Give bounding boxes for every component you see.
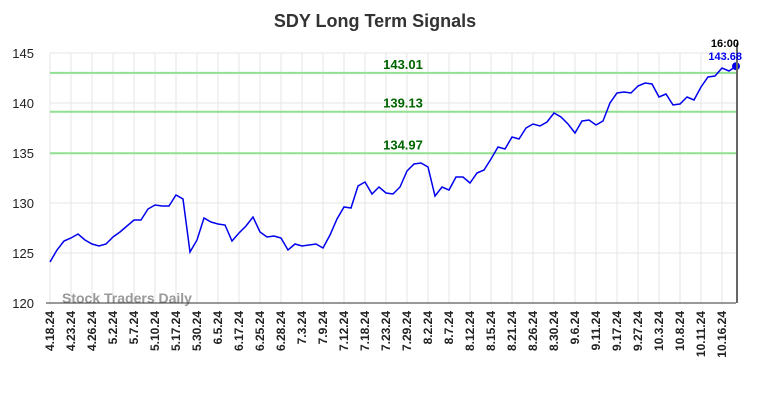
x-tick-label: 6.5.24 [211,311,225,345]
x-tick-label: 7.12.24 [337,311,351,351]
signal-label: 143.01 [383,57,423,72]
x-tick-label: 6.17.24 [232,311,246,351]
x-tick-label: 10.11.24 [694,311,708,357]
y-tick-label: 120 [12,296,34,311]
x-tick-label: 9.11.24 [589,311,603,351]
x-tick-label: 9.27.24 [631,311,645,351]
x-tick-label: 10.3.24 [652,311,666,351]
signal-label: 139.13 [383,96,423,111]
x-tick-label: 9.17.24 [610,311,624,351]
y-tick-label: 130 [12,196,34,211]
time-label: 16:00 [711,38,739,50]
chart-title: SDY Long Term Signals [274,11,476,31]
x-tick-label: 5.10.24 [148,311,162,351]
x-tick-label: 7.18.24 [358,311,372,351]
x-tick-label: 8.15.24 [484,311,498,351]
x-tick-label: 9.6.24 [568,311,582,345]
x-tick-label: 8.30.24 [547,311,561,351]
x-tick-label: 5.17.24 [169,311,183,351]
y-tick-label: 145 [12,46,34,61]
x-tick-label: 7.3.24 [295,311,309,345]
price-line [49,65,737,263]
watermark: Stock Traders Daily [62,290,192,306]
grid [49,52,736,304]
x-tick-label: 8.7.24 [442,311,456,345]
last-value-label: 143.68 [708,51,742,63]
y-tick-label: 140 [12,96,34,111]
x-tick-label: 7.29.24 [400,311,414,351]
signal-label: 134.97 [383,137,423,152]
x-tick-label: 7.9.24 [316,311,330,345]
x-tick-label: 8.21.24 [505,311,519,351]
plot [49,62,740,263]
x-tick-label: 5.30.24 [190,311,204,351]
y-tick-label: 125 [12,246,34,261]
x-tick-label: 7.23.24 [379,311,393,351]
y-tick-label: 135 [12,146,34,161]
x-tick-label: 8.12.24 [463,311,477,351]
x-tick-label: 8.2.24 [421,311,435,345]
x-tick-label: 4.26.24 [85,311,99,351]
x-tick-label: 4.23.24 [64,311,78,351]
x-tick-label: 5.7.24 [127,311,141,345]
x-tick-label: 6.25.24 [253,311,267,351]
x-tick-label: 5.2.24 [106,311,120,345]
x-tick-label: 4.18.24 [43,311,57,351]
x-tick-label: 6.28.24 [274,311,288,351]
x-tick-label: 10.16.24 [715,311,729,358]
x-tick-label: 8.26.24 [526,311,540,351]
x-tick-label: 10.8.24 [673,311,687,351]
